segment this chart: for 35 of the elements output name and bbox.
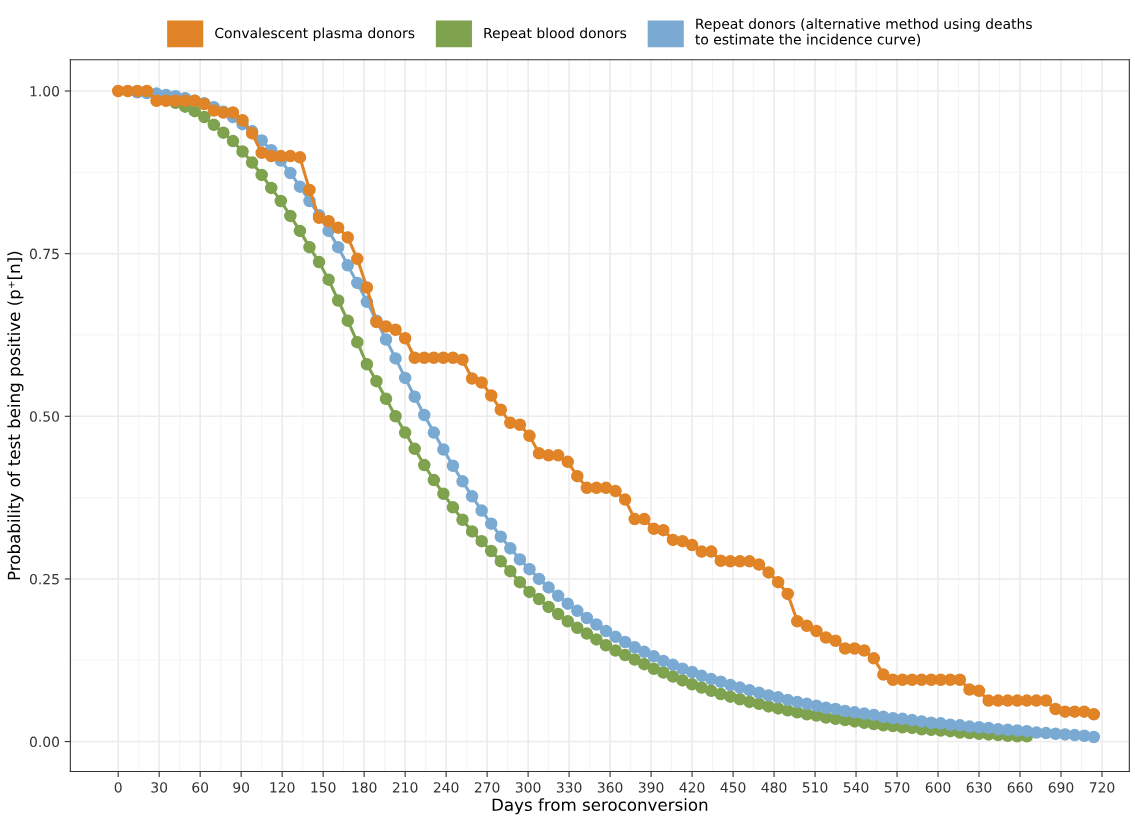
x-axis-title: Days from seroconversion	[492, 798, 708, 815]
x-tick-label: 120	[270, 782, 295, 793]
x-tick-label: 270	[474, 782, 500, 793]
y-tick-label: 1.00	[30, 85, 60, 97]
legend-label: Repeat blood donors	[484, 27, 627, 41]
x-tick-label: 180	[352, 782, 377, 793]
y-axis-title: Probability of test being positive (p⁺[n])	[7, 251, 24, 580]
x-tick-label: 30	[151, 782, 168, 793]
x-tick-label: 420	[679, 782, 705, 793]
x-tick-label: 240	[433, 782, 459, 793]
x-tick-label: 150	[311, 782, 336, 793]
y-tick-label: 0.25	[29, 573, 59, 585]
x-tick-label: 60	[192, 782, 209, 793]
x-tick-label: 210	[392, 782, 418, 793]
x-tick-label: 330	[556, 782, 582, 793]
x-tick-label: 660	[1007, 782, 1033, 793]
x-tick-label: 510	[802, 782, 828, 793]
x-tick-label: 450	[720, 782, 746, 793]
x-tick-label: 90	[233, 782, 250, 793]
x-tick-label: 480	[761, 782, 787, 793]
x-tick-label: 300	[515, 782, 541, 793]
legend-label: Repeat donors (alternative method using deaths to estimate the incidence curve)	[695, 18, 1032, 47]
x-tick-label: 0	[114, 782, 122, 793]
x-tick-label: 690	[1048, 782, 1074, 793]
x-tick-label: 720	[1089, 782, 1115, 793]
x-tick-label: 600	[925, 782, 951, 793]
x-tick-label: 360	[597, 782, 623, 793]
x-tick-label: 390	[638, 782, 664, 793]
y-tick-label: 0.50	[29, 411, 60, 422]
x-tick-label: 630	[966, 782, 992, 793]
x-tick-label: 570	[884, 782, 910, 793]
x-tick-label: 540	[843, 782, 869, 793]
y-tick-label: 0.00	[29, 736, 60, 748]
y-tick-label: 0.75	[29, 248, 59, 260]
legend-label: Convalescent plasma donors	[215, 27, 415, 41]
